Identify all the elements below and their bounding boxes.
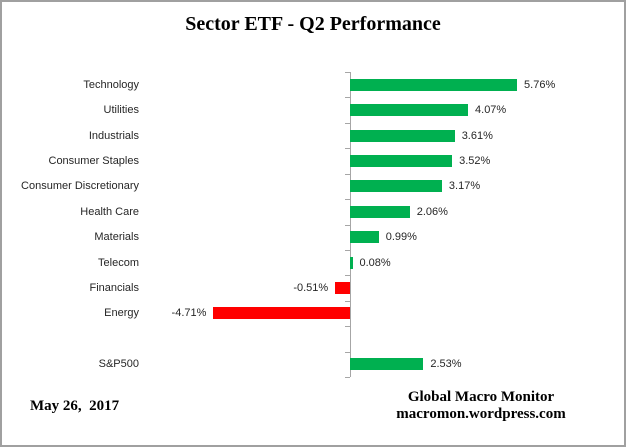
axis-tick: [345, 351, 350, 353]
axis-tick: [345, 326, 350, 328]
footer-source-name: Global Macro Monitor: [407, 389, 555, 405]
bar-value-label: 2.06%: [416, 205, 448, 218]
footer-date: May 26, 2017: [30, 398, 120, 414]
chart-title: Sector ETF - Q2 Performance: [185, 13, 441, 35]
bar-value-label: 0.08%: [359, 256, 391, 269]
axis-tick: [345, 148, 350, 150]
category-label: Utilities: [103, 104, 139, 117]
axis-tick: [345, 97, 350, 99]
bar: [350, 358, 424, 371]
bar: [350, 205, 410, 218]
bar: [335, 282, 350, 295]
bar: [350, 256, 353, 269]
bar: [350, 78, 518, 91]
footer-source: Global Macro Monitor macromon.wordpress.…: [381, 389, 581, 423]
category-label: Energy: [104, 307, 139, 320]
bar: [350, 104, 469, 117]
value-axis-line: [350, 72, 351, 378]
axis-tick: [345, 122, 350, 124]
bar-value-label: -0.51%: [293, 282, 329, 295]
axis-tick: [345, 224, 350, 226]
bar-value-label: 3.17%: [448, 180, 481, 193]
category-label: Health Care: [80, 205, 139, 218]
bar-value-label: 2.53%: [430, 358, 462, 371]
bar: [213, 307, 350, 320]
bar-value-label: -4.71%: [171, 307, 207, 320]
bar: [350, 129, 455, 142]
bar-value-label: 3.61%: [461, 129, 493, 142]
bar-value-label: 0.99%: [385, 231, 417, 244]
axis-tick: [345, 249, 350, 251]
category-label: Technology: [83, 78, 139, 91]
category-label: Materials: [94, 231, 139, 244]
category-label: Industrials: [88, 129, 139, 142]
category-label: Financials: [89, 282, 139, 295]
bar: [350, 180, 442, 193]
axis-tick: [345, 199, 350, 201]
axis-tick: [345, 377, 350, 379]
category-label: Telecom: [98, 256, 139, 269]
category-label: S&P500: [98, 358, 139, 371]
axis-tick: [345, 275, 350, 277]
bar-value-label: 4.07%: [475, 104, 507, 117]
axis-tick: [345, 173, 350, 175]
category-label: Consumer Staples: [48, 154, 140, 167]
bar: [350, 231, 379, 244]
bar-value-label: 3.52%: [459, 154, 491, 167]
bar: [350, 154, 453, 167]
footer-source-url: macromon.wordpress.com: [396, 406, 566, 422]
category-label: Consumer Discretionary: [21, 180, 139, 193]
bar-value-label: 5.76%: [524, 78, 556, 91]
axis-tick: [345, 300, 350, 302]
axis-tick: [345, 72, 350, 73]
